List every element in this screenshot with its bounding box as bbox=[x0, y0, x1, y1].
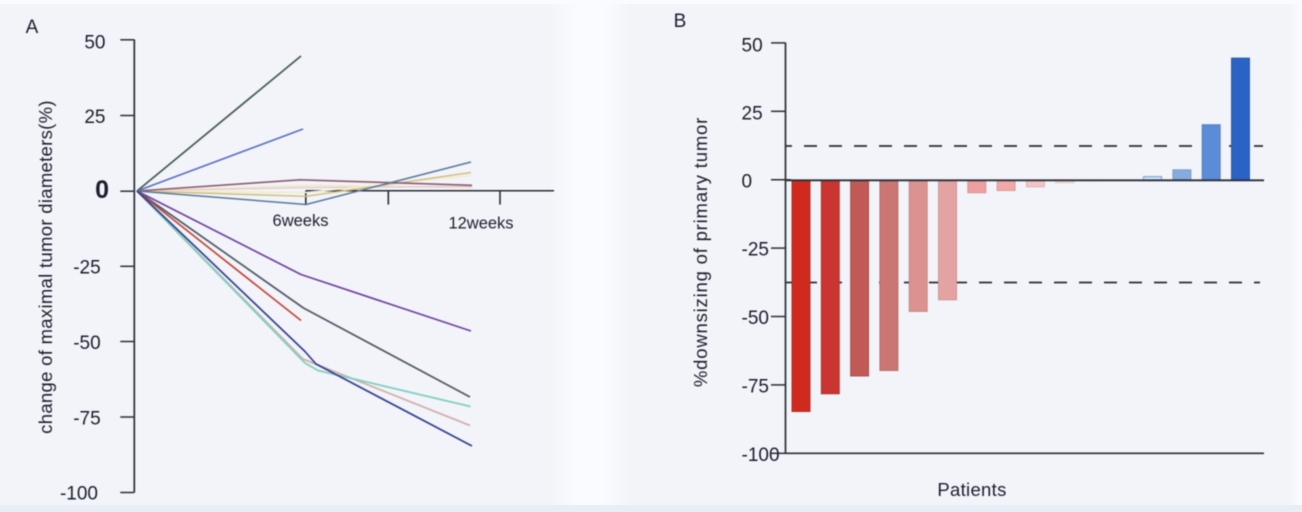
svg-text:-100: -100 bbox=[742, 445, 780, 466]
svg-text:-50: -50 bbox=[742, 308, 769, 329]
svg-text:-50: -50 bbox=[73, 333, 100, 354]
svg-text:0: 0 bbox=[95, 176, 109, 204]
svg-text:0: 0 bbox=[742, 171, 753, 192]
svg-text:%downsizing of primary tumor: %downsizing of primary tumor bbox=[690, 117, 711, 387]
svg-text:6weeks: 6weeks bbox=[273, 212, 329, 230]
svg-text:50: 50 bbox=[742, 35, 763, 56]
svg-text:50: 50 bbox=[84, 33, 105, 54]
svg-text:A: A bbox=[26, 17, 39, 38]
svg-text:-75: -75 bbox=[742, 377, 769, 398]
svg-text:-25: -25 bbox=[742, 240, 769, 261]
svg-text:25: 25 bbox=[84, 107, 105, 128]
svg-text:25: 25 bbox=[742, 104, 763, 125]
svg-text:-25: -25 bbox=[73, 258, 100, 279]
svg-text:Patients: Patients bbox=[937, 479, 1006, 500]
svg-text:B: B bbox=[674, 11, 687, 32]
svg-text:-75: -75 bbox=[73, 408, 100, 429]
svg-text:12weeks: 12weeks bbox=[448, 215, 513, 233]
svg-text:change of maximal tumor diamet: change of maximal tumor diameters(%) bbox=[35, 100, 56, 434]
svg-text:-100: -100 bbox=[60, 484, 98, 505]
